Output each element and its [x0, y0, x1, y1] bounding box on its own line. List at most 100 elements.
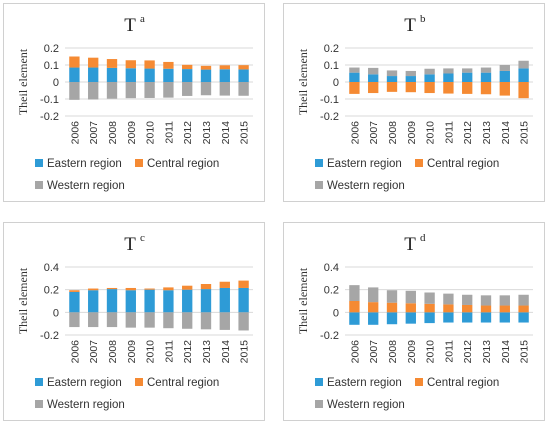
y-tick-label: 0 [53, 77, 59, 89]
bar-western-region [69, 312, 80, 328]
bar-western-region [405, 290, 416, 304]
bar-western-region [238, 82, 249, 96]
bar-eastern-region [443, 312, 454, 323]
bar-central-region [106, 59, 118, 68]
bar-eastern-region [125, 68, 136, 82]
legend-swatch-central-region [135, 159, 143, 167]
y-tick-label: -0.1 [40, 94, 59, 106]
x-tick-label: 2011 [443, 340, 455, 363]
bar-eastern-region [106, 67, 118, 82]
bar-eastern-region [349, 312, 360, 325]
bar-western-region [386, 290, 398, 303]
x-tick-label: 2010 [145, 340, 157, 364]
chart-frame [283, 3, 545, 202]
y-axis-label: Theil element [296, 267, 310, 334]
bar-central-region [405, 82, 416, 93]
bar-central-region [125, 287, 136, 291]
bar-central-region [106, 287, 118, 290]
x-tick-label: 2013 [481, 340, 493, 364]
bar-eastern-region [405, 312, 416, 324]
y-tick-label: 0.1 [44, 60, 59, 72]
x-tick-label: 2013 [481, 121, 493, 145]
bar-western-region [182, 312, 193, 329]
bar-eastern-region [462, 72, 473, 82]
legend-swatch-eastern-region [35, 159, 43, 167]
bar-central-region [219, 281, 230, 288]
bar-western-region [443, 68, 454, 74]
legend-label-eastern-region: Eastern region [327, 158, 402, 170]
bar-eastern-region [163, 290, 174, 313]
y-tick-label: 0.4 [324, 262, 339, 274]
x-tick-label: 2008 [387, 121, 399, 145]
legend-swatch-central-region [415, 159, 423, 167]
bar-central-region [368, 302, 379, 313]
y-tick-label: -0.1 [320, 94, 339, 106]
x-tick-label: 2014 [500, 121, 512, 145]
bar-central-region [386, 82, 398, 92]
chart-title-superscript: a [140, 13, 145, 25]
bar-eastern-region [182, 69, 193, 82]
y-tick-label: -0.2 [320, 330, 339, 342]
bar-western-region [386, 70, 398, 77]
chart-title-superscript: d [420, 232, 426, 244]
bar-central-region [480, 305, 492, 313]
bar-western-region [200, 312, 212, 330]
x-tick-label: 2013 [201, 121, 213, 145]
bar-central-region [69, 290, 80, 292]
bar-eastern-region [200, 289, 212, 313]
x-tick-label: 2015 [239, 340, 251, 364]
bar-central-region [424, 82, 435, 94]
bar-eastern-region [518, 312, 529, 323]
y-tick-label: 0.2 [44, 43, 59, 55]
bar-western-region [424, 292, 435, 304]
x-tick-label: 2006 [69, 340, 81, 364]
bar-central-region [88, 57, 99, 68]
chart-title: T [404, 15, 416, 36]
bar-western-region [106, 312, 118, 328]
bar-central-region [144, 60, 155, 69]
x-tick-label: 2009 [126, 121, 138, 145]
chart-title-superscript: c [140, 232, 145, 244]
legend-swatch-western-region [315, 181, 323, 189]
bar-western-region [144, 82, 155, 98]
bar-central-region [238, 280, 249, 288]
bar-western-region [368, 67, 379, 75]
bar-eastern-region [144, 289, 155, 313]
chart-frame [3, 3, 265, 202]
bar-eastern-region [200, 69, 212, 82]
y-tick-label: 0 [333, 307, 339, 319]
bar-eastern-region [424, 312, 435, 324]
bar-eastern-region [69, 291, 80, 313]
bar-central-region [125, 60, 136, 69]
x-tick-label: 2009 [126, 340, 138, 364]
bar-western-region [349, 285, 360, 301]
bar-eastern-region [443, 73, 454, 82]
bar-western-region [200, 82, 212, 96]
bar-eastern-region [518, 68, 529, 82]
bar-western-region [163, 312, 174, 329]
x-tick-label: 2015 [239, 121, 251, 145]
bar-western-region [163, 82, 174, 98]
bar-central-region [349, 301, 360, 313]
bar-central-region [69, 56, 80, 68]
bar-western-region [499, 65, 510, 71]
bar-central-region [182, 285, 193, 290]
x-tick-label: 2012 [462, 340, 474, 364]
x-tick-label: 2007 [88, 121, 100, 145]
bar-western-region [462, 68, 473, 73]
bar-central-region [163, 61, 174, 69]
x-tick-label: 2006 [349, 121, 361, 145]
bar-central-region [386, 302, 398, 313]
x-tick-label: 2012 [182, 340, 194, 364]
y-axis-label: Theil element [16, 267, 30, 334]
bar-central-region [518, 305, 529, 313]
x-tick-label: 2006 [349, 340, 361, 364]
x-tick-label: 2011 [163, 340, 175, 363]
y-tick-label: 0.2 [324, 43, 339, 55]
bar-central-region [163, 287, 174, 291]
